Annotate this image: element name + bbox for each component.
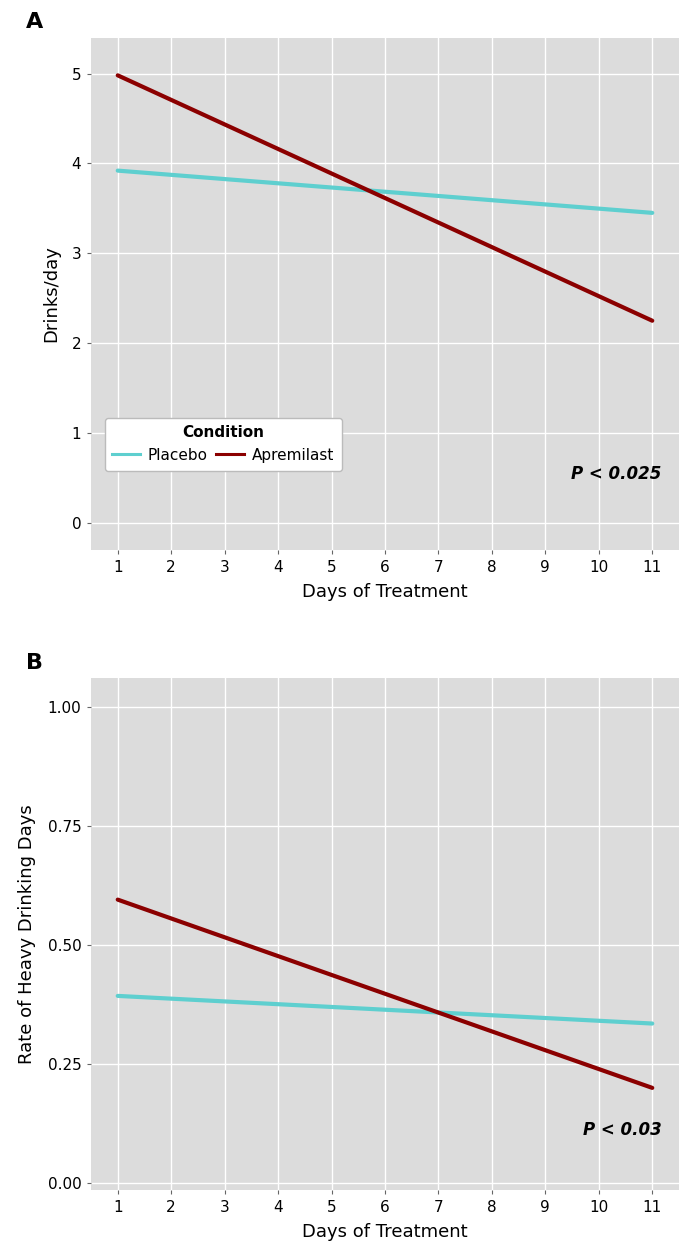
X-axis label: Days of Treatment: Days of Treatment xyxy=(302,1223,468,1242)
Text: A: A xyxy=(27,13,43,33)
Y-axis label: Rate of Heavy Drinking Days: Rate of Heavy Drinking Days xyxy=(18,804,36,1064)
Text: B: B xyxy=(27,653,43,673)
Y-axis label: Drinks/day: Drinks/day xyxy=(43,246,60,342)
X-axis label: Days of Treatment: Days of Treatment xyxy=(302,583,468,601)
Text: P < 0.025: P < 0.025 xyxy=(571,465,661,484)
Legend: Placebo, Apremilast: Placebo, Apremilast xyxy=(104,417,342,471)
Text: P < 0.03: P < 0.03 xyxy=(582,1121,662,1139)
